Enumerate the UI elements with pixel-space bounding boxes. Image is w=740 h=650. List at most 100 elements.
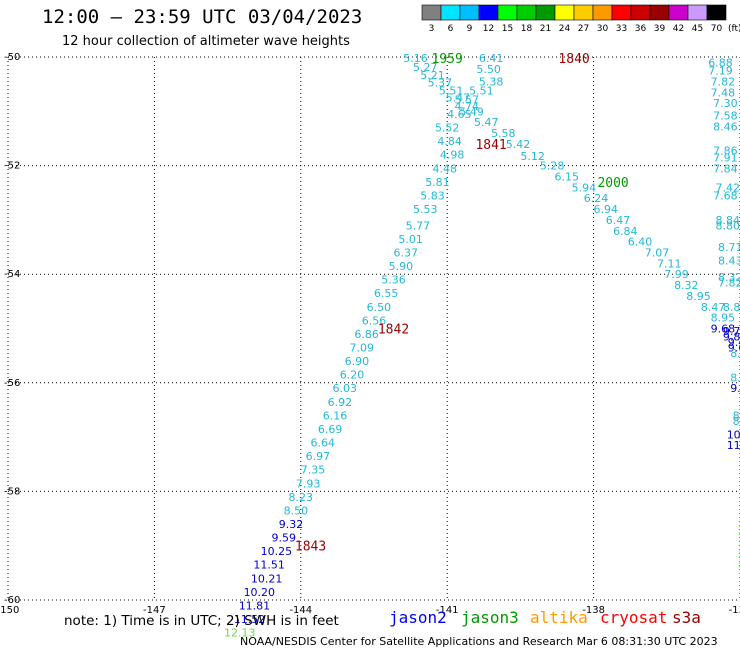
wave-height-label: 7.30 [713,97,738,110]
y-tick-label: -52 [4,161,20,172]
wave-height-label: 9.78 [723,325,740,338]
wave-height-label: 8.23 [289,491,314,504]
wave-height-label: 10.25 [261,545,293,558]
y-tick-label: -58 [4,486,20,497]
colorbar-label: 27 [578,24,589,34]
wave-height-label: 5.81 [425,176,450,189]
wave-height-label: 5.37 [428,77,453,90]
wave-height-label: 6.37 [393,246,418,259]
wave-height-label: 8.43 [733,409,740,422]
colorbar-label: 15 [502,24,513,34]
wave-height-label: 4.84 [437,135,462,148]
colorbar-label: 33 [616,24,627,34]
wave-height-label: 5.49 [459,105,484,118]
colorbar-label: 12 [483,24,494,34]
wave-height-label: 12.13 [224,627,256,640]
wave-height-label: 10.00 [727,428,740,441]
page-subtitle: 12 hour collection of altimeter wave hei… [62,34,350,49]
wave-height-label: 8.95 [711,312,736,325]
wave-height-label: 5.16 [403,52,428,65]
wave-height-label: 5.57 [454,93,479,106]
wave-height-label: 11.81 [239,599,271,612]
wave-height-label: 7.48 [711,86,736,99]
wave-height-label: 9.32 [279,518,304,531]
time-label: 2134 [739,78,740,93]
wave-height-label: 8.46 [713,121,738,134]
colorbar-label: 6 [448,24,454,34]
wave-height-label: 9.22 [730,382,740,395]
wave-height-label: 6.24 [584,192,609,205]
wave-height-label: 8.95 [686,290,711,303]
wave-height-label: 7.58 [713,110,738,123]
x-tick-label: -138 [582,605,605,616]
wave-height-label: 5.51 [469,85,494,98]
wave-height-label: 12.8 [738,532,740,545]
wave-height-label: 5.21 [420,69,445,82]
x-tick-label: -141 [436,605,459,616]
colorbar-swatch [668,4,689,21]
wave-height-label: 10.20 [244,586,276,599]
wave-height-label: 7.86 [713,144,738,157]
wave-height-label: 7.93 [296,477,321,490]
wave-height-label: 6.41 [479,52,504,65]
wave-height-label: 8.26 [730,371,740,384]
wave-height-label: 5.47 [446,92,471,105]
colorbar-label: 45 [692,24,703,34]
wave-height-label: 6.03 [332,382,357,395]
y-tick-label: -60 [4,595,20,606]
colorbar-label: 18 [521,24,533,34]
x-tick-label: -135 [729,605,740,616]
colorbar-swatch [440,4,461,21]
wave-height-label: 11.51 [253,559,285,572]
wave-height-label: 7.11 [657,257,682,270]
mission-cryosat: cryosat [600,608,668,627]
wave-height-label: 8.32 [674,279,699,292]
wave-height-label: 11.08 [727,439,740,452]
mission-jason3: jason3 [461,608,519,627]
wave-height-label: 6.40 [628,236,653,249]
wave-height-label: 4.98 [440,149,465,162]
wave-height-label: 6.55 [374,287,399,300]
wave-height-label: 8.84 [716,214,740,227]
x-tick-label: -147 [143,605,166,616]
wave-height-label: 12.6 [738,523,740,536]
colorbar-label: 21 [540,24,551,34]
wave-height-label: 9.66 [728,342,740,355]
wave-height-label: 7.42 [716,181,740,194]
colorbar-label: 9 [467,24,473,34]
mission-s3a: s3a [672,608,701,627]
wave-height-label: 7.91 [713,151,738,164]
wave-height-label: 5.28 [540,160,565,173]
footer-note: note: 1) Time is in UTC; 2) SWH is in fe… [64,613,339,629]
page-title: 12:00 — 23:59 UTC 03/04/2023 [42,6,363,28]
colorbar-swatch [554,4,575,21]
y-tick-label: -54 [4,269,20,280]
wave-height-label: 8.32 [718,271,740,284]
x-tick-label: -150 [0,605,19,616]
wave-height-label: 7.09 [350,342,375,355]
time-label: 1840 [558,52,589,67]
wave-height-label: 4.48 [433,162,458,175]
y-tick-label: -56 [4,378,20,389]
wave-height-label: 7.19 [708,65,733,78]
wave-height-label: 6.64 [311,437,336,450]
wave-height-label: 7.68 [713,189,738,202]
wave-height-label: 6.16 [323,409,348,422]
wave-height-label: 5.90 [389,260,414,273]
wave-height-label: 6.56 [362,314,387,327]
wave-height-label: 9.59 [271,532,296,545]
colorbar-label: 39 [654,24,666,34]
time-label: 2000 [597,176,628,191]
wave-height-label: 7.07 [645,246,670,259]
colorbar-label: 24 [559,24,571,34]
wave-height-label: 10.21 [251,572,283,585]
wave-height-label: 4.74 [454,100,479,113]
footer-credit: NOAA/NESDIS Center for Satellite Applica… [240,635,718,648]
wave-height-label: 8.80 [716,219,740,232]
wave-height-label: 8.71 [718,241,740,254]
colorbar-label: 70 [711,24,723,34]
wave-height-label: 6.92 [328,396,353,409]
wave-height-label: 5.12 [520,150,545,163]
